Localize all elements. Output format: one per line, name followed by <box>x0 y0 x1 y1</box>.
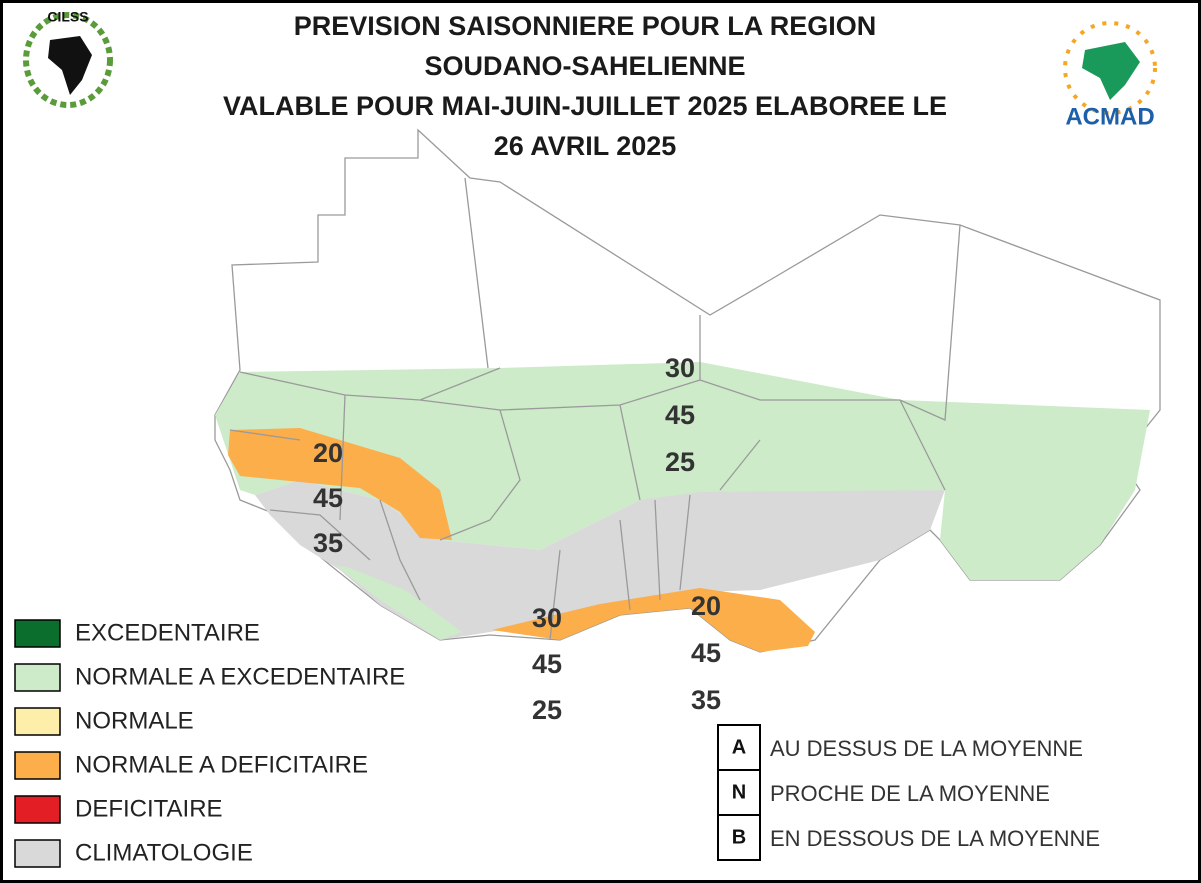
probability-above: 30 <box>532 603 562 633</box>
legend-swatch <box>14 795 61 824</box>
probability-below: 25 <box>532 695 562 725</box>
legend-label: NORMALE <box>75 707 194 734</box>
title-line: PREVISION SAISONNIERE POUR LA REGION <box>294 11 877 41</box>
zone-normal-deficit-west <box>228 428 452 540</box>
probability-normal: 45 <box>532 649 562 679</box>
key-label: PROCHE DE LA MOYENNE <box>770 781 1050 806</box>
key-box <box>717 724 761 771</box>
legend-label: NORMALE A DEFICITAIRE <box>75 751 368 778</box>
legend-label: EXCEDENTAIRE <box>75 619 260 646</box>
key-letter: N <box>732 781 746 803</box>
country-borders <box>229 177 961 641</box>
probability-above: 20 <box>313 438 343 468</box>
probability-normal: 45 <box>313 483 343 513</box>
probability-normal: 45 <box>665 400 695 430</box>
key-box <box>717 814 761 861</box>
key-letter: B <box>732 826 746 848</box>
title-line: SOUDANO-SAHELIENNE <box>424 51 745 81</box>
zone-normal-excess-coast <box>335 565 462 640</box>
key-letter: A <box>732 736 746 758</box>
zone-normal-deficit-gulf <box>492 588 815 652</box>
logo-text: CILSS <box>47 9 88 25</box>
zone-normal-excess <box>215 362 1150 580</box>
probability-above: 30 <box>665 353 695 383</box>
legend-swatch <box>14 663 61 692</box>
zone-climatology <box>255 480 945 640</box>
logo-cilss: CILSS <box>23 9 113 108</box>
key-label: EN DESSOUS DE LA MOYENNE <box>770 826 1100 851</box>
probability-below: 35 <box>691 685 721 715</box>
logo-acmad: ACMAD <box>1063 21 1157 130</box>
legend-label: NORMALE A EXCEDENTAIRE <box>75 663 405 690</box>
logo-text: ACMAD <box>1065 103 1154 130</box>
legend-swatch <box>14 707 61 736</box>
title-line: 26 AVRIL 2025 <box>494 131 677 161</box>
legend-label: CLIMATOLOGIE <box>75 839 253 866</box>
key-label: AU DESSUS DE LA MOYENNE <box>770 736 1083 761</box>
legend-label: DEFICITAIRE <box>75 795 223 822</box>
probability-normal: 45 <box>691 638 721 668</box>
probability-above: 20 <box>691 591 721 621</box>
title-line: VALABLE POUR MAI-JUIN-JUILLET 2025 ELABO… <box>223 91 947 121</box>
probability-below: 35 <box>313 528 343 558</box>
legend-swatch <box>14 839 61 868</box>
legend-swatch <box>14 619 61 648</box>
legend-swatch <box>14 751 61 780</box>
probability-below: 25 <box>665 447 695 477</box>
key-box <box>717 769 761 816</box>
